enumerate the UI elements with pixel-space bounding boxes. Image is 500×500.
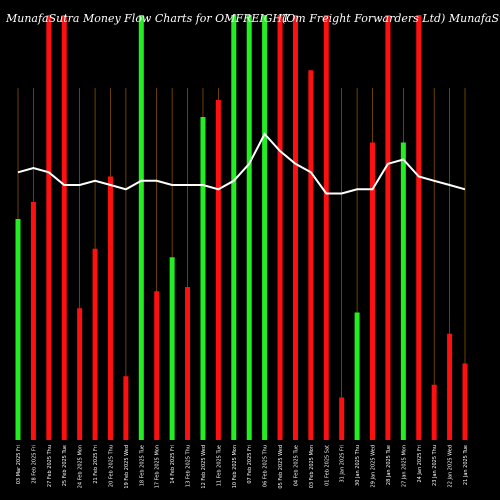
bar-up <box>138 15 144 440</box>
bar-up <box>262 15 268 440</box>
x-tick-label: 27 Feb 2025 Thu <box>47 445 53 487</box>
bar-down <box>61 15 67 440</box>
bar-down <box>92 248 98 440</box>
x-tick-label: 18 Feb 2025 Tue <box>139 445 145 486</box>
bar-down <box>123 376 129 440</box>
bar-up <box>354 312 360 440</box>
chart-title-right: (Om Freight Forwarders Ltd) MunafaSutra.… <box>282 12 500 25</box>
bar-down <box>77 308 83 440</box>
bar-down <box>339 397 345 440</box>
bar-up <box>200 117 206 440</box>
bar-down <box>154 291 160 440</box>
bar-up <box>15 219 21 440</box>
x-tick-label: 28 Jan 2025 Tue <box>386 445 392 485</box>
bar-down <box>462 363 468 440</box>
x-tick-label: 03 Feb 2025 Mon <box>309 445 315 488</box>
bar-up <box>246 15 252 440</box>
x-tick-label: 01 Feb 2025 Sat <box>324 445 330 486</box>
bar-down <box>215 100 221 440</box>
x-tick-label: 23 Jan 2025 Thu <box>432 445 438 486</box>
x-tick-label: 12 Feb 2025 Wed <box>201 445 207 489</box>
x-tick-label: 21 Jan 2025 Tue <box>463 445 469 485</box>
x-tick-label: 24 Feb 2025 Mon <box>78 445 84 488</box>
x-tick-label: 17 Feb 2025 Mon <box>155 445 161 488</box>
money-flow-line <box>17 132 466 195</box>
x-tick-label: 19 Feb 2025 Wed <box>124 445 130 489</box>
chart-title-left: MunafaSutra Money Flow Charts for OMFREI… <box>5 12 291 25</box>
bar-down <box>107 176 113 440</box>
x-tick-label: 29 Jan 2025 Wed <box>371 445 377 487</box>
bar-down <box>385 15 391 440</box>
bar-up <box>169 257 175 440</box>
x-tick-label: 03 Mar 2025 Fri <box>16 445 22 484</box>
bar-down <box>292 15 298 440</box>
x-tick-label: 24 Jan 2025 Fri <box>417 445 423 483</box>
x-tick-label: 20 Feb 2025 Thu <box>108 445 114 487</box>
x-tick-label: 11 Feb 2025 Tue <box>216 445 222 486</box>
bar-series <box>15 15 468 440</box>
x-tick-label: 21 Feb 2025 Fri <box>93 445 99 484</box>
bar-up <box>231 15 237 440</box>
bar-down <box>431 384 437 440</box>
x-axis-tick-labels: 03 Mar 2025 Fri 28 Feb 2025 Fri 27 Feb 202… <box>16 445 469 489</box>
bar-down <box>30 202 36 440</box>
x-tick-label: 27 Jan 2025 Mon <box>401 445 407 487</box>
x-tick-label: 25 Feb 2025 Tue <box>62 445 68 486</box>
bar-down <box>46 15 52 440</box>
x-tick-label: 04 Feb 2025 Tue <box>293 445 299 486</box>
bar-down <box>447 333 453 440</box>
bar-down <box>370 142 376 440</box>
x-tick-label: 31 Jan 2025 Fri <box>340 445 346 483</box>
bar-down <box>185 287 191 440</box>
x-tick-label: 05 Feb 2025 Wed <box>278 445 284 489</box>
bar-down <box>323 15 329 440</box>
x-tick-label: 22 Jan 2025 Wed <box>448 445 454 487</box>
x-tick-label: 06 Feb 2025 Thu <box>263 445 269 487</box>
x-tick-label: 10 Feb 2025 Mon <box>232 445 238 488</box>
bar-up <box>400 142 406 440</box>
x-tick-label: 14 Feb 2025 Fri <box>170 445 176 484</box>
bar-down <box>308 70 314 440</box>
bar-down <box>277 15 283 440</box>
x-tick-label: 13 Feb 2025 Thu <box>186 445 192 487</box>
x-tick-label: 30 Jan 2025 Thu <box>355 445 361 486</box>
x-tick-label: 28 Feb 2025 Fri <box>31 445 37 484</box>
bar-down <box>416 15 422 440</box>
x-tick-label: 07 Feb 2025 Fri <box>247 445 253 484</box>
